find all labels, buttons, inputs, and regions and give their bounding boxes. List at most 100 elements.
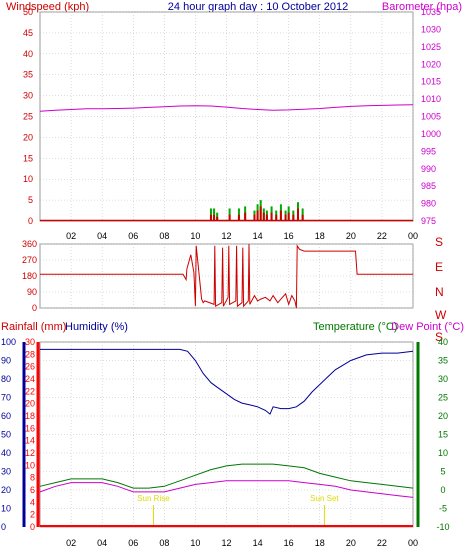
rainfall-y-tick: 18 [25,411,35,421]
dewpoint-line [39,480,414,498]
humidity-y-tick: 100 [1,337,16,347]
direction-y-tick: 180 [22,271,37,281]
rainfall-y-tick: 10 [25,460,35,470]
temperature-y-tick: 35 [438,356,448,366]
windspeed-y-tick: 10 [23,174,33,184]
temp-panel-x-tick: 16 [284,538,294,548]
humidity-y-tick: 20 [1,485,11,495]
barometer-y-tick: 995 [421,146,436,156]
wind-speed-bar [270,212,273,221]
rainfall-y-tick: 0 [30,522,35,532]
wind-speed-bar [301,214,304,221]
wind-speed-bar [253,214,256,221]
temperature-y-tick: 40 [438,337,448,347]
wind-panel-x-tick: 00 [408,231,418,241]
barometer-y-tick: 1005 [421,112,441,122]
compass-label: N [435,285,444,299]
humidity-y-tick: 50 [1,430,11,440]
direction-y-tick: 360 [22,239,37,249]
barometer-line [39,104,414,112]
humidity-y-tick: 60 [1,411,11,421]
temperature-label: Temperature (°C) [313,321,397,333]
barometer-title: Barometer (hpa) [382,1,462,13]
temperature-y-tick: 25 [438,393,448,403]
wind-panel-x-tick: 02 [66,231,76,241]
wind-panel-x-tick: 20 [346,231,356,241]
dewpoint-label: Dew Point (°C) [391,321,464,333]
rainfall-y-tick: 24 [25,374,35,384]
humidity-line [40,348,414,415]
windspeed-y-tick: 30 [23,91,33,101]
barometer-y-tick: 1015 [421,77,441,87]
barometer-y-tick: 975 [421,216,436,226]
direction-y-tick: 270 [22,255,37,265]
windspeed-y-tick: 35 [23,70,33,80]
barometer-y-tick: 980 [421,199,436,209]
temperature-y-tick: 30 [438,374,448,384]
rainfall-y-tick: 6 [30,485,35,495]
windspeed-y-tick: 0 [28,216,33,226]
wind-speed-bar [244,212,247,221]
temperature-y-tick: 10 [438,448,448,458]
wind-speed-bar [292,214,295,221]
wind-direction-line [40,243,413,309]
temp-panel-x-tick: 20 [346,538,356,548]
windspeed-y-tick: 45 [23,28,33,38]
wind-speed-bar [287,212,290,221]
wind-panel-x-tick: 08 [159,231,169,241]
windspeed-y-tick: 15 [23,153,33,163]
wind-panel-x-tick: 10 [190,231,200,241]
rainfall-y-tick: 12 [25,448,35,458]
wind-speed-bar [213,214,216,221]
wind-speed-bar [275,214,278,221]
wind-speed-bar [228,214,231,221]
temp-panel-x-tick: 14 [253,538,263,548]
temperature-y-tick: 5 [440,467,445,477]
temp-panel-x-tick: 10 [190,538,200,548]
wind-speed-bar [237,214,240,221]
windspeed-y-tick: 50 [23,7,33,17]
temp-panel-x-tick: 04 [97,538,107,548]
temp-panel-x-tick: 12 [221,538,231,548]
temperature-y-tick: -10 [436,522,449,532]
rainfall-y-tick: 16 [25,423,35,433]
compass-label: E [435,260,443,274]
sunset-label: Sun Set [310,494,339,503]
wind-speed-bar [256,210,259,221]
temperature-line [39,463,414,489]
barometer-y-tick: 985 [421,181,436,191]
rainfall-y-tick: 20 [25,399,35,409]
wind-speed-bar [262,212,265,221]
wind-speed-bar [265,214,268,221]
windspeed-y-tick: 40 [23,49,33,59]
wind-panel-x-tick: 22 [377,231,387,241]
wind-speed-bar [279,210,282,221]
humidity-y-tick: 70 [1,393,11,403]
rainfall-y-tick: 4 [30,497,35,507]
windspeed-y-tick: 25 [23,112,33,122]
barometer-y-tick: 1025 [421,42,441,52]
barometer-y-tick: 1000 [421,129,441,139]
humidity-y-tick: 90 [1,356,11,366]
temp-panel-x-tick: 22 [377,538,387,548]
temp-panel-x-tick: 02 [66,538,76,548]
wind-speed-bar [209,214,212,221]
rainfall-y-tick: 14 [25,436,35,446]
temp-panel-x-tick: 00 [408,538,418,548]
wind-panel-x-tick: 06 [128,231,138,241]
windspeed-y-tick: 5 [28,195,33,205]
humidity-y-tick: 10 [1,504,11,514]
wind-speed-bar [216,216,219,221]
direction-y-tick: 90 [27,287,37,297]
graph-title: 24 hour graph day : 10 October 2012 [168,1,348,13]
barometer-y-tick: 1035 [421,7,441,17]
windspeed-title: Windspeed (kph) [6,1,89,13]
rainfall-y-tick: 8 [30,473,35,483]
temperature-y-tick: 0 [440,485,445,495]
rainfall-y-tick: 22 [25,386,35,396]
temp-panel-x-tick: 18 [315,538,325,548]
rainfall-label: Rainfall (mm) [1,321,66,333]
barometer-y-tick: 990 [421,164,436,174]
